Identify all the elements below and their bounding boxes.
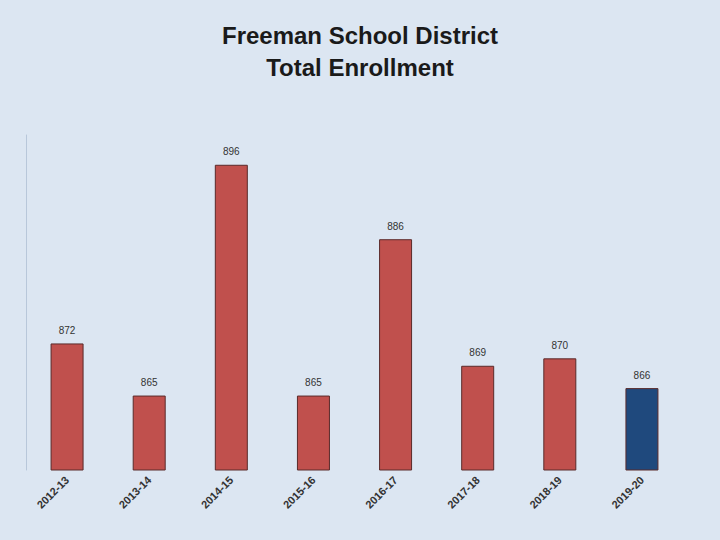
svg-text:872: 872 [59, 325, 76, 336]
svg-text:886: 886 [387, 221, 404, 232]
svg-text:2013-14: 2013-14 [116, 473, 154, 511]
svg-text:Freeman School District: Freeman School District [222, 22, 498, 49]
svg-text:865: 865 [141, 377, 158, 388]
svg-text:2012-13: 2012-13 [34, 474, 71, 511]
svg-text:Total Enrollment: Total Enrollment [266, 54, 454, 81]
svg-text:2014-15: 2014-15 [199, 474, 236, 511]
svg-text:2015-16: 2015-16 [281, 474, 318, 511]
svg-text:2019-20: 2019-20 [609, 474, 646, 511]
svg-text:2016-17: 2016-17 [363, 474, 400, 511]
svg-text:865: 865 [305, 377, 322, 388]
svg-text:869: 869 [469, 347, 486, 358]
svg-text:896: 896 [223, 146, 240, 157]
svg-text:866: 866 [634, 370, 651, 381]
svg-text:2017-18: 2017-18 [445, 474, 482, 511]
svg-text:2018-19: 2018-19 [527, 474, 564, 511]
svg-text:870: 870 [551, 340, 568, 351]
